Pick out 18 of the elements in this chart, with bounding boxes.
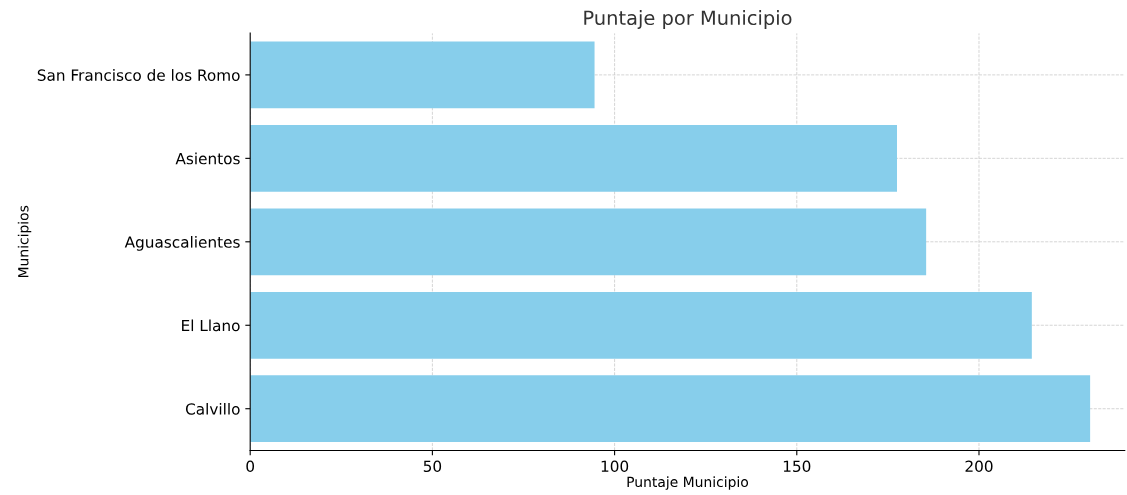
x-tick-label: 200 (965, 460, 993, 472)
bar (250, 41, 595, 109)
y-tick-label: San Francisco de los Romo (37, 69, 240, 81)
y-tick-label: Aguascalientes (124, 236, 240, 251)
bar (250, 208, 927, 276)
x-tick-label: 0 (246, 460, 255, 472)
y-tick-label: El Llano (182, 319, 240, 332)
x-axis-title: Puntaje Municipio (627, 476, 749, 490)
x-tick-label: 100 (601, 460, 629, 472)
bar (250, 291, 1032, 359)
bar (250, 375, 1091, 443)
bar (250, 124, 897, 192)
chart-title: Puntaje por Municipio (584, 10, 792, 29)
y-tick-label: Calvillo (185, 402, 240, 415)
y-tick-label: Asientos (175, 152, 240, 165)
y-axis-title: Municipios (17, 205, 32, 278)
x-tick-label: 150 (783, 460, 811, 472)
x-tick-label: 50 (423, 460, 442, 472)
